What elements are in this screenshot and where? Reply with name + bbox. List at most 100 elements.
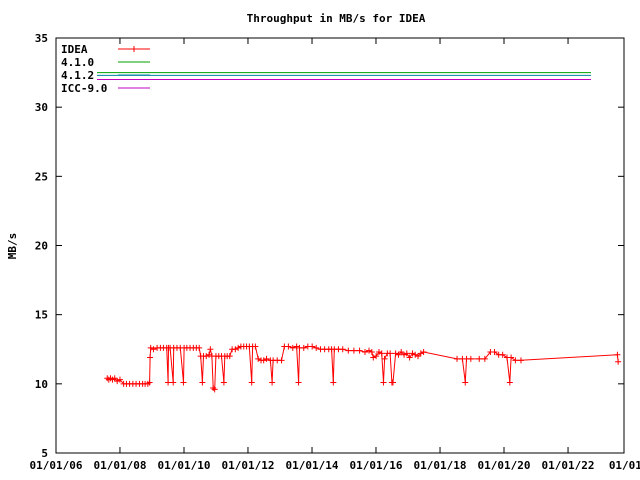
x-tick-label: 01/01/22 [542, 459, 595, 472]
data-point-idea [114, 378, 121, 385]
data-point-idea [255, 355, 262, 362]
data-point-idea [203, 353, 210, 360]
data-point-idea [401, 351, 408, 358]
data-point-idea [147, 354, 154, 361]
plot-series [97, 72, 622, 393]
data-point-idea [248, 379, 255, 386]
data-point-idea [313, 344, 320, 351]
data-point-idea [300, 344, 307, 351]
data-point-idea [370, 354, 377, 361]
x-tick-label: 01/01/20 [477, 459, 530, 472]
data-point-idea [420, 349, 427, 356]
y-tick-label: 10 [35, 378, 48, 391]
data-point-idea [508, 354, 515, 361]
data-point-idea [412, 351, 419, 358]
data-point-idea [517, 357, 524, 364]
legend-label-icc-9-0: ICC-9.0 [61, 82, 107, 95]
data-point-idea [146, 379, 153, 386]
data-point-idea [506, 379, 513, 386]
data-point-idea [235, 344, 242, 351]
data-point-idea [398, 349, 405, 356]
data-point-idea [454, 355, 461, 362]
x-tick-label: 01/01/10 [158, 459, 211, 472]
x-tick-label: 01/01/08 [93, 459, 146, 472]
axes: 5 10 15 20 25 30 35 01/01/06 01/01/08 01/01/10 01/… [30, 32, 640, 472]
data-point-idea [170, 379, 177, 386]
data-point-idea [462, 379, 469, 386]
legend-label-idea: IDEA [61, 43, 88, 56]
data-point-idea [232, 346, 239, 353]
data-point-idea [368, 349, 375, 356]
legend-marker-idea [131, 46, 137, 52]
data-point-idea [387, 350, 394, 357]
data-point-idea [378, 350, 385, 357]
data-point-idea [339, 346, 346, 353]
x-tick-label: 01/01/06 [30, 459, 83, 472]
data-point-idea [226, 353, 233, 360]
data-point-idea [499, 351, 506, 358]
data-point-idea [207, 346, 214, 353]
data-point-idea [293, 343, 300, 350]
data-point-idea [381, 355, 388, 362]
data-point-idea [345, 347, 352, 354]
data-point-idea [614, 351, 621, 358]
data-point-idea [150, 346, 157, 353]
x-tick-label: 01/01/2 [609, 459, 640, 472]
data-point-idea [147, 344, 154, 351]
chart-title: Throughput in MB/s for IDEA [247, 12, 426, 25]
data-point-idea [260, 357, 267, 364]
data-point-idea [211, 386, 218, 393]
y-tick-label: 35 [35, 32, 48, 45]
data-point-idea [403, 350, 410, 357]
data-point-idea [309, 343, 316, 350]
data-point-idea [366, 347, 373, 354]
data-point-idea [252, 343, 259, 350]
data-point-idea [278, 357, 285, 364]
data-point-idea [350, 347, 357, 354]
data-point-idea [196, 344, 203, 351]
legend-label-4-1-0: 4.1.0 [61, 56, 94, 69]
data-point-idea [220, 379, 227, 386]
data-point-idea [285, 343, 292, 350]
data-point-idea [330, 379, 337, 386]
y-tick-label: 30 [35, 101, 48, 114]
data-point-idea [392, 350, 399, 357]
data-point-idea [417, 350, 424, 357]
data-point-idea [491, 349, 498, 356]
data-point-idea [289, 344, 296, 351]
data-point-idea [512, 357, 519, 364]
x-tick-label: 01/01/16 [349, 459, 402, 472]
data-point-idea [481, 355, 488, 362]
data-point-idea [199, 379, 206, 386]
data-point-idea [116, 376, 123, 383]
data-point-idea [375, 349, 382, 356]
data-point-idea [295, 379, 302, 386]
x-tick-label: 01/01/14 [286, 459, 339, 472]
y-tick-label: 25 [35, 170, 48, 183]
y-axis-label: MB/s [6, 233, 19, 260]
data-point-idea [263, 355, 270, 362]
data-point-idea [373, 353, 380, 360]
y-tick-label: 5 [41, 447, 48, 460]
data-point-idea [165, 379, 172, 386]
data-point-idea [356, 347, 363, 354]
data-point-idea [467, 355, 474, 362]
y-tick-label: 15 [35, 309, 48, 322]
data-point-idea [409, 350, 416, 357]
data-point-idea [180, 379, 187, 386]
data-point-idea [415, 353, 422, 360]
x-tick-label: 01/01/18 [414, 459, 467, 472]
data-point-idea [269, 379, 276, 386]
x-tick-label: 01/01/12 [221, 459, 274, 472]
data-point-idea [206, 351, 213, 358]
data-point-idea [389, 379, 396, 386]
data-point-idea [406, 354, 413, 361]
y-tick-label: 20 [35, 240, 48, 253]
plot-frame [55, 37, 625, 454]
legend-label-4-1-2: 4.1.2 [61, 69, 94, 82]
data-point-idea [380, 379, 387, 386]
data-point-idea [476, 355, 483, 362]
data-point-idea [395, 351, 402, 358]
